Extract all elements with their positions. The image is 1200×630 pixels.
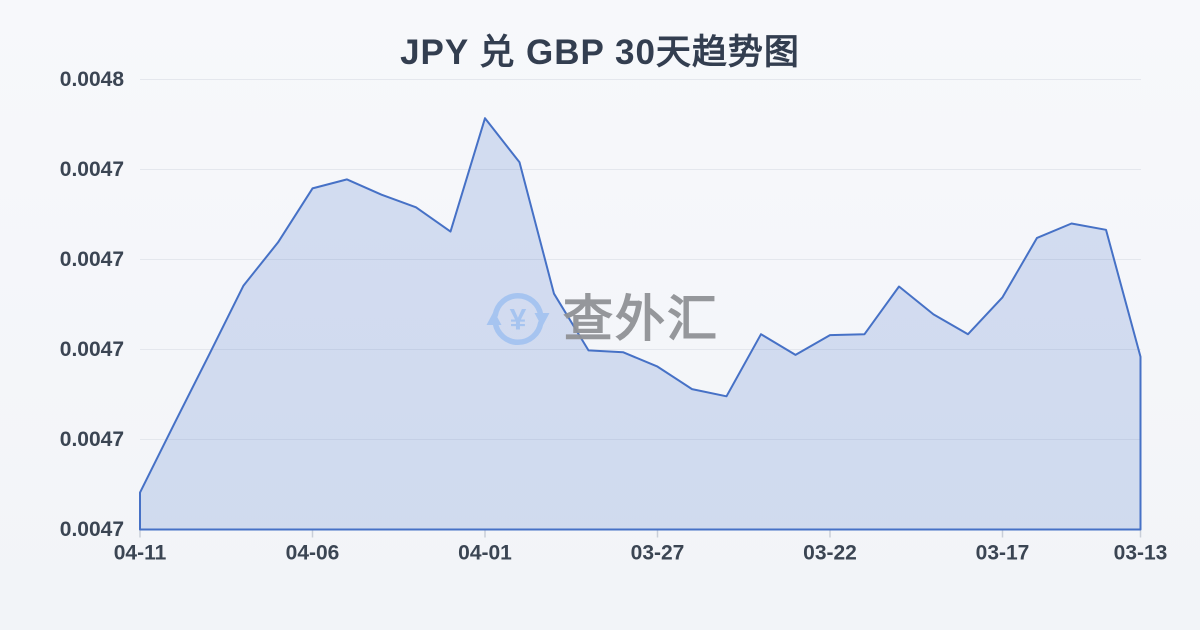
x-axis-label: 04-01 [458,542,512,565]
y-axis-label: 0.0047 [60,428,124,451]
x-axis-label: 03-27 [631,542,685,565]
x-axis-label: 03-13 [1114,542,1168,565]
x-axis-label: 04-11 [114,542,167,565]
y-axis-label: 0.0047 [60,518,124,541]
y-axis-label: 0.0047 [60,338,124,361]
x-axis-label: 03-17 [976,542,1030,565]
y-axis-label: 0.0047 [60,158,124,181]
y-axis-label: 0.0047 [60,248,124,271]
price-area-series [139,117,1142,531]
x-axis-label: 03-22 [803,542,857,565]
x-axis-label: 04-06 [286,542,340,565]
y-axis-label: 0.0048 [60,68,125,91]
page-title: JPY 兑 GBP 30天趋势图 [400,33,800,72]
